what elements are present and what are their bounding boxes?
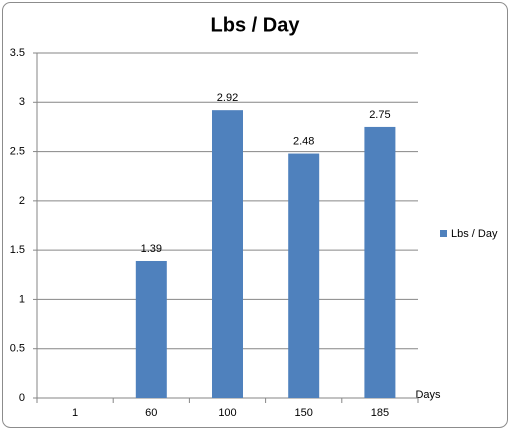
bar [212,110,243,399]
chart-title: Lbs / Day [211,14,301,36]
x-tick-label: 100 [218,407,236,419]
x-tick-label: 60 [145,407,157,419]
x-tick-label: 1 [72,407,78,419]
bar [135,260,167,398]
legend-label: Lbs / Day [451,228,498,240]
legend-swatch [440,230,447,237]
y-tick-label: 1.5 [10,244,25,256]
y-tick-label: 0.5 [10,343,25,355]
y-tick-label: 1 [19,293,25,305]
x-tick-label: 150 [295,407,313,419]
data-label: 2.75 [369,109,390,121]
data-label: 1.39 [141,243,162,255]
y-tick-label: 2.5 [10,145,25,157]
y-tick-label: 0 [19,392,25,404]
y-tick-label: 3.5 [10,47,25,59]
x-tick-label: 185 [371,407,389,419]
bar [288,153,320,398]
bar [364,126,396,398]
x-axis-label: Days [415,389,441,401]
y-tick-label: 3 [19,96,25,108]
data-label: 2.48 [293,135,314,147]
y-tick-label: 2 [19,195,25,207]
data-label: 2.92 [217,92,238,104]
